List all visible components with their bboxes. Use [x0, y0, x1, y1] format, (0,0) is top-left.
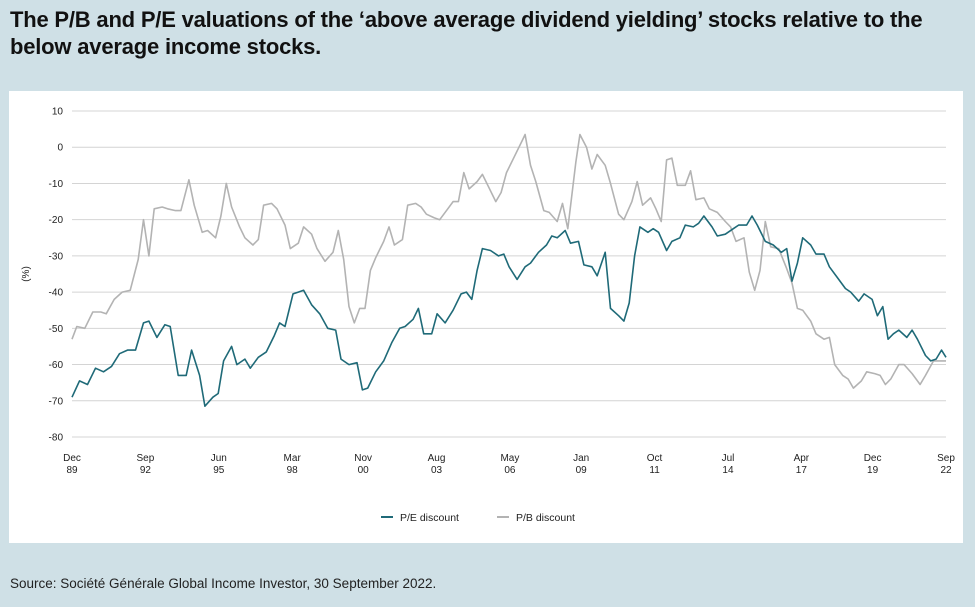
x-tick-label: 09 — [576, 465, 588, 476]
x-tick-label: 19 — [867, 465, 879, 476]
y-tick-label: 10 — [52, 107, 64, 118]
x-tick-label: 06 — [504, 465, 516, 476]
x-tick-label: 98 — [287, 465, 299, 476]
line-chart: 100-10-20-30-40-50-60-70-80 Dec89Sep92Ju… — [21, 107, 955, 525]
x-tick-label: 22 — [940, 465, 952, 476]
y-tick-label: -20 — [49, 215, 64, 226]
y-tick-label: -80 — [49, 433, 64, 444]
y-tick-label: 0 — [57, 143, 63, 154]
chart-title: The P/B and P/E valuations of the ‘above… — [10, 7, 923, 59]
legend: P/E discount P/B discount — [381, 512, 575, 524]
legend-label: P/B discount — [516, 512, 575, 524]
grid-lines — [72, 110, 946, 438]
x-tick-label: 14 — [722, 465, 734, 476]
x-tick-label: Jun — [211, 453, 227, 464]
y-tick-label: -30 — [49, 251, 64, 262]
x-tick-label: 11 — [649, 465, 660, 476]
x-tick-label: Dec — [63, 453, 81, 464]
x-tick-label: Oct — [647, 453, 663, 464]
x-tick-label: 00 — [358, 465, 370, 476]
y-tick-label: -60 — [49, 360, 64, 371]
x-tick-label: Sep — [136, 453, 154, 464]
y-tick-labels: 10 0 -10 -20 -30 -40 -50 -60 -70 -80 — [49, 107, 64, 444]
x-tick-label: 17 — [796, 465, 808, 476]
y-tick-label: -40 — [49, 288, 64, 299]
x-tick-label: Jan — [573, 453, 589, 464]
legend-label: P/E discount — [400, 512, 459, 524]
y-tick-label: -50 — [49, 324, 64, 335]
chart-panel: 10 0 -10 -20 -30 -40 -50 -60 -70 -80 Dec 89 Sep 92 Ju… — [9, 91, 963, 543]
x-tick-label: 03 — [431, 465, 443, 476]
x-tick-label: May — [500, 453, 519, 464]
x-tick-label: Jul — [722, 453, 735, 464]
series-line-p-e-discount — [71, 215, 947, 407]
x-tick-label: Aug — [428, 453, 446, 464]
series-lines — [71, 133, 947, 407]
x-tick-labels: Dec89Sep92Jun95Mar98Nov00Aug03May06Jan09… — [63, 453, 955, 476]
x-tick-label: Dec — [864, 453, 882, 464]
y-tick-label: -10 — [49, 179, 64, 190]
x-tick-label: 89 — [66, 465, 78, 476]
y-tick-label: -70 — [49, 396, 64, 407]
y-axis-label: (%) — [21, 266, 32, 282]
x-tick-label: 95 — [213, 465, 225, 476]
series-line-p-b-discount — [71, 133, 946, 389]
x-tick-label: Mar — [284, 453, 302, 464]
x-tick-label: Apr — [794, 453, 810, 464]
x-tick-label: Sep — [937, 453, 955, 464]
source-note: Source: Société Générale Global Income I… — [10, 576, 437, 591]
x-tick-label: Nov — [354, 453, 372, 464]
x-tick-label: 92 — [140, 465, 152, 476]
